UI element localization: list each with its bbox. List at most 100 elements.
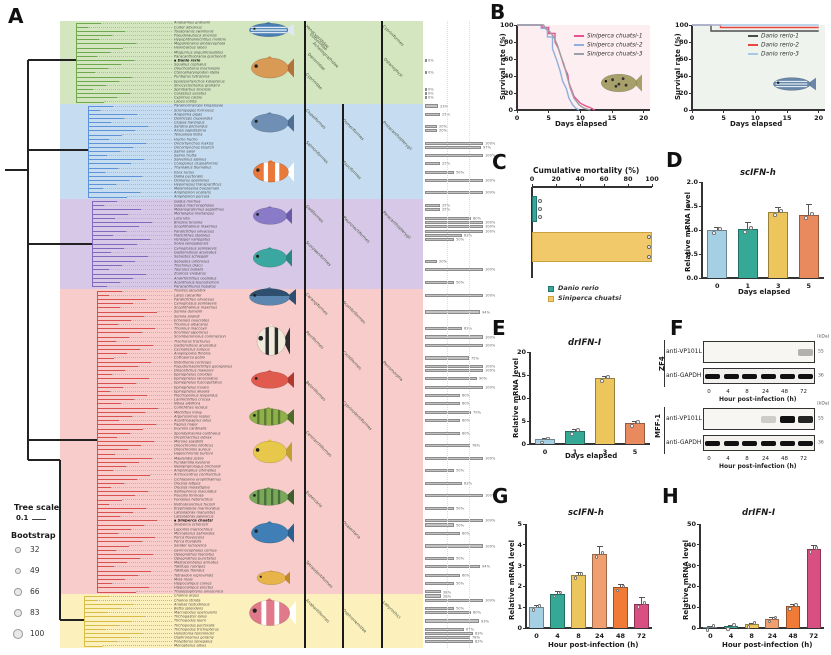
leader-dots <box>125 30 172 32</box>
species-label: Paracanthobrama guichenoti <box>174 53 227 59</box>
species-label: Cichlasoma urophthalmus <box>174 476 221 482</box>
presence-bar <box>425 141 483 145</box>
tree-backbone <box>28 149 88 151</box>
axis-tick-label: 40 <box>575 175 585 183</box>
leader-dots <box>132 76 172 78</box>
presence-bar <box>425 531 460 535</box>
axis-tick <box>627 184 629 187</box>
leader-dots <box>100 109 172 111</box>
x-tick-label: 15 <box>607 114 617 122</box>
presence-bar <box>425 112 440 116</box>
tree-branch <box>76 39 99 41</box>
legend-label: Danio rerio-3 <box>761 50 799 57</box>
data-point <box>594 555 599 559</box>
tree-branch <box>92 273 146 275</box>
species-label: Brosme brosme <box>174 219 203 225</box>
data-point <box>576 428 580 432</box>
presence-bar <box>425 259 437 263</box>
tree-branch <box>92 200 117 202</box>
error-cap <box>596 546 603 548</box>
leader-dots <box>128 213 172 215</box>
species-label: Nibea albiflora <box>174 401 201 406</box>
leader-dots <box>157 520 172 522</box>
species-label: Denticeps clupeoides <box>174 115 213 121</box>
leader-dots <box>118 167 172 169</box>
y-tick <box>697 627 700 629</box>
y-tick <box>514 58 517 60</box>
data-point <box>803 216 808 220</box>
x-tick-label: 0 <box>534 632 539 640</box>
tree-branch <box>88 171 105 173</box>
tree-branch <box>88 118 124 119</box>
leader-dots <box>120 307 172 309</box>
mortality-bar <box>532 232 652 262</box>
y-tick <box>697 585 700 587</box>
tree-branch <box>92 226 139 228</box>
leader-dots <box>117 200 172 202</box>
error-cap <box>554 591 561 593</box>
species-label: Evynnis cardinalis <box>174 426 207 431</box>
presence-bar-value: 100% <box>485 190 496 195</box>
presence-bar <box>425 293 483 297</box>
species-label: Pseudochaenichthys georgianus <box>174 363 233 369</box>
tree-branch <box>97 562 127 564</box>
survival-right-ylabel: Survival rate (%) <box>674 33 682 100</box>
species-label: Plectropomus leopardus <box>174 392 218 398</box>
left-axis <box>531 187 533 278</box>
presence-bar <box>425 640 474 644</box>
tree-branch <box>92 243 137 245</box>
species-label: Fundulus heteroclitus <box>174 497 213 502</box>
drifni-days-xlabel: Days elapsed <box>565 452 618 460</box>
kda-marker: 55 <box>818 416 824 421</box>
x-axis <box>702 277 824 279</box>
species-label: Acanthopagrus latus <box>174 418 212 423</box>
legend-swatch <box>548 286 554 292</box>
leader-dots <box>151 361 172 363</box>
leader-dots <box>121 64 172 66</box>
tree-branch <box>97 436 117 438</box>
error-cap <box>707 625 714 627</box>
cypriniform-clade-spine <box>75 23 77 102</box>
leader-dots <box>129 179 172 181</box>
leader-dots <box>124 247 172 249</box>
species-label: Epalzeorhynchos kalopterus <box>174 78 225 84</box>
tree-branch <box>92 286 107 288</box>
error-bar <box>777 207 779 212</box>
presence-bar-value: 23% <box>440 103 449 109</box>
data-point <box>705 627 710 632</box>
presence-bar <box>425 71 427 75</box>
presence-bar <box>425 229 483 233</box>
tree-branch <box>97 512 133 513</box>
error-cap <box>617 584 624 586</box>
presence-bar-value: 50% <box>456 280 464 285</box>
leader-dots <box>122 264 172 266</box>
presence-bar-value: 100% <box>485 543 496 549</box>
error-cap <box>542 437 548 439</box>
y-tick <box>514 92 517 94</box>
y-tick <box>689 58 692 60</box>
leader-dots <box>124 482 172 484</box>
clade-column-label: Carangiformes <box>304 292 329 316</box>
species-label: Sardina pilchardus <box>174 124 208 129</box>
species-label: Carassius auratus <box>174 91 207 96</box>
y-tick-label: 0.0 <box>686 274 698 282</box>
species-label: Arapaima gigas <box>174 111 203 117</box>
clade-column-label: Esociformes <box>341 160 363 181</box>
tree-branch <box>92 213 128 215</box>
legend-label: Danio rerio <box>558 284 599 292</box>
clade-column-label: Eupercaria <box>304 490 324 509</box>
presence-bar <box>425 523 454 527</box>
y-tick <box>699 277 702 279</box>
leader-dots <box>122 134 172 136</box>
bar <box>768 211 789 278</box>
leader-dots <box>120 516 172 518</box>
tree-branch <box>76 97 117 99</box>
presence-bar-value: 100% <box>485 220 496 225</box>
blot-band <box>704 440 720 446</box>
leader-dots <box>145 411 172 413</box>
data-point <box>630 424 634 428</box>
tree-branch <box>76 30 125 32</box>
tree-backbone <box>28 243 92 245</box>
leader-dots <box>122 290 172 292</box>
